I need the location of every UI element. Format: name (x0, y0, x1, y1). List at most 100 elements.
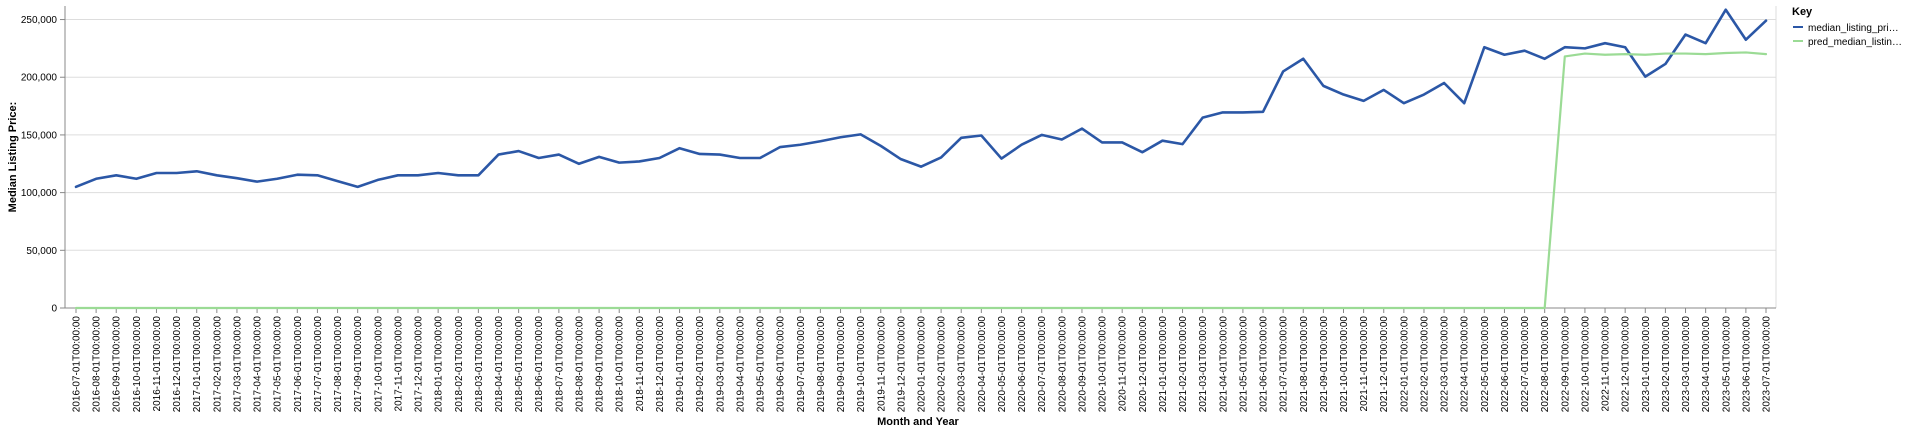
x-tick-label: 2016-07-01T00:00:00 (72, 316, 83, 413)
x-tick-label: 2016-11-01T00:00:00 (152, 316, 163, 412)
x-tick-label: 2017-04-01T00:00:00 (253, 316, 264, 413)
x-tick-label: 2023-07-01T00:00:00 (1762, 316, 1773, 413)
x-tick-label: 2019-12-01T00:00:00 (896, 316, 907, 413)
x-tick-label: 2018-07-01T00:00:00 (554, 316, 565, 413)
legend-item-actual: median_listing_pri… (1793, 23, 1899, 34)
y-tick-label: 150,000 (21, 130, 58, 141)
x-tick-label: 2023-01-01T00:00:00 (1641, 316, 1652, 413)
x-tick-label: 2019-01-01T00:00:00 (675, 316, 686, 413)
x-tick-label: 2020-11-01T00:00:00 (1118, 316, 1129, 412)
x-tick-label: 2020-03-01T00:00:00 (957, 316, 968, 413)
x-tick-label: 2022-06-01T00:00:00 (1500, 316, 1511, 413)
legend-title: Key (1792, 6, 1813, 18)
x-tick-label: 2018-05-01T00:00:00 (514, 316, 525, 413)
y-tick-label: 200,000 (21, 73, 58, 84)
x-tick-label: 2020-04-01T00:00:00 (977, 316, 988, 413)
x-tick-label: 2022-02-01T00:00:00 (1419, 316, 1430, 413)
x-tick-label: 2017-05-01T00:00:00 (273, 316, 284, 413)
x-tick-label: 2021-01-01T00:00:00 (1158, 316, 1169, 413)
x-tick-label: 2022-03-01T00:00:00 (1440, 316, 1451, 413)
x-tick-label: 2017-06-01T00:00:00 (293, 316, 304, 413)
x-tick-label: 2023-06-01T00:00:00 (1741, 316, 1752, 413)
x-axis-title: Month and Year (877, 416, 959, 428)
x-tick-label: 2022-08-01T00:00:00 (1540, 316, 1551, 413)
x-tick-label: 2017-11-01T00:00:00 (393, 316, 404, 412)
x-tick-label: 2020-05-01T00:00:00 (997, 316, 1008, 413)
series-line-pred-median-listing-price (74, 51, 1768, 310)
x-tick-label: 2019-09-01T00:00:00 (836, 316, 847, 413)
x-tick-label: 2017-12-01T00:00:00 (414, 316, 425, 413)
x-tick-label: 2021-06-01T00:00:00 (1259, 316, 1270, 413)
x-tick-label: 2022-11-01T00:00:00 (1601, 316, 1612, 412)
x-tick-label: 2023-05-01T00:00:00 (1721, 316, 1732, 413)
x-tick-label: 2017-10-01T00:00:00 (373, 316, 384, 413)
x-tick-label: 2022-10-01T00:00:00 (1580, 316, 1591, 413)
series-line-median-listing-price (74, 8, 1768, 189)
gridlines (65, 19, 1776, 309)
y-tick-label: 100,000 (21, 188, 58, 199)
x-tick-label: 2020-02-01T00:00:00 (937, 316, 948, 413)
x-tick-label: 2020-01-01T00:00:00 (917, 316, 928, 413)
x-tick-label: 2022-12-01T00:00:00 (1621, 316, 1632, 413)
x-tick-label: 2019-08-01T00:00:00 (816, 316, 827, 413)
x-tick-label: 2019-05-01T00:00:00 (756, 316, 767, 413)
y-tick-label: 250,000 (21, 15, 58, 26)
x-tick-label: 2018-03-01T00:00:00 (474, 316, 485, 413)
x-tick-label: 2020-07-01T00:00:00 (1037, 316, 1048, 413)
x-tick-label: 2021-10-01T00:00:00 (1339, 316, 1350, 413)
x-tick-label: 2017-09-01T00:00:00 (353, 316, 364, 413)
legend-item-pred: pred_median_listin… (1793, 37, 1902, 48)
x-tick-label: 2019-11-01T00:00:00 (876, 316, 887, 412)
x-tick-label: 2020-08-01T00:00:00 (1057, 316, 1068, 413)
x-tick-label: 2020-06-01T00:00:00 (1017, 316, 1028, 413)
y-tick-label: 50,000 (26, 246, 57, 257)
x-tick-label: 2019-07-01T00:00:00 (796, 316, 807, 413)
x-tick-label: 2019-06-01T00:00:00 (776, 316, 787, 413)
x-tick-label: 2023-02-01T00:00:00 (1661, 316, 1672, 413)
series-lines (74, 8, 1768, 310)
y-axis: 0 50,000 100,000 150,000 200,000 250,000 (21, 15, 65, 315)
y-axis-title: Median Listing Price: (7, 102, 19, 213)
x-tick-label: 2019-04-01T00:00:00 (735, 316, 746, 413)
x-tick-label: 2021-05-01T00:00:00 (1238, 316, 1249, 413)
x-tick-label: 2019-03-01T00:00:00 (715, 316, 726, 413)
x-tick-label: 2021-04-01T00:00:00 (1218, 316, 1229, 413)
x-tick-label: 2022-01-01T00:00:00 (1399, 316, 1410, 413)
x-tick-label: 2018-09-01T00:00:00 (595, 316, 606, 413)
x-tick-label: 2021-03-01T00:00:00 (1198, 316, 1209, 413)
x-tick-label: 2023-03-01T00:00:00 (1681, 316, 1692, 413)
x-tick-label: 2022-07-01T00:00:00 (1520, 316, 1531, 413)
x-tick-label: 2018-08-01T00:00:00 (574, 316, 585, 413)
x-tick-label: 2021-07-01T00:00:00 (1279, 316, 1290, 413)
x-tick-label: 2018-04-01T00:00:00 (494, 316, 505, 413)
x-tick-label: 2017-08-01T00:00:00 (333, 316, 344, 413)
x-tick-label: 2016-10-01T00:00:00 (132, 316, 143, 413)
x-tick-label: 2018-11-01T00:00:00 (635, 316, 646, 412)
x-tick-label: 2021-09-01T00:00:00 (1319, 316, 1330, 413)
x-tick-label: 2018-01-01T00:00:00 (434, 316, 445, 413)
x-tick-label: 2019-02-01T00:00:00 (695, 316, 706, 413)
x-tick-label: 2017-07-01T00:00:00 (313, 316, 324, 413)
x-tick-label: 2017-03-01T00:00:00 (232, 316, 243, 413)
x-tick-label: 2018-10-01T00:00:00 (615, 316, 626, 413)
x-tick-label: 2016-09-01T00:00:00 (112, 316, 123, 413)
x-tick-label: 2020-09-01T00:00:00 (1077, 316, 1088, 413)
x-tick-label: 2018-02-01T00:00:00 (454, 316, 465, 413)
x-tick-label: 2016-08-01T00:00:00 (92, 316, 103, 413)
legend: Key median_listing_pri… pred_median_list… (1792, 6, 1902, 48)
x-tick-label: 2016-12-01T00:00:00 (172, 316, 183, 413)
x-tick-label: 2022-09-01T00:00:00 (1560, 316, 1571, 413)
x-tick-label: 2021-02-01T00:00:00 (1178, 316, 1189, 413)
x-tick-label: 2018-06-01T00:00:00 (534, 316, 545, 413)
x-tick-label: 2021-11-01T00:00:00 (1359, 316, 1370, 412)
x-tick-label: 2020-12-01T00:00:00 (1138, 316, 1149, 413)
x-tick-label: 2017-02-01T00:00:00 (212, 316, 223, 413)
x-tick-label: 2022-05-01T00:00:00 (1480, 316, 1491, 413)
x-tick-label: 2017-01-01T00:00:00 (192, 316, 203, 413)
y-tick-label: 0 (51, 304, 57, 315)
legend-label-actual: median_listing_pri… (1808, 23, 1899, 34)
x-tick-label: 2018-12-01T00:00:00 (655, 316, 666, 413)
x-tick-label: 2021-12-01T00:00:00 (1379, 316, 1390, 413)
x-tick-label: 2022-04-01T00:00:00 (1460, 316, 1471, 413)
